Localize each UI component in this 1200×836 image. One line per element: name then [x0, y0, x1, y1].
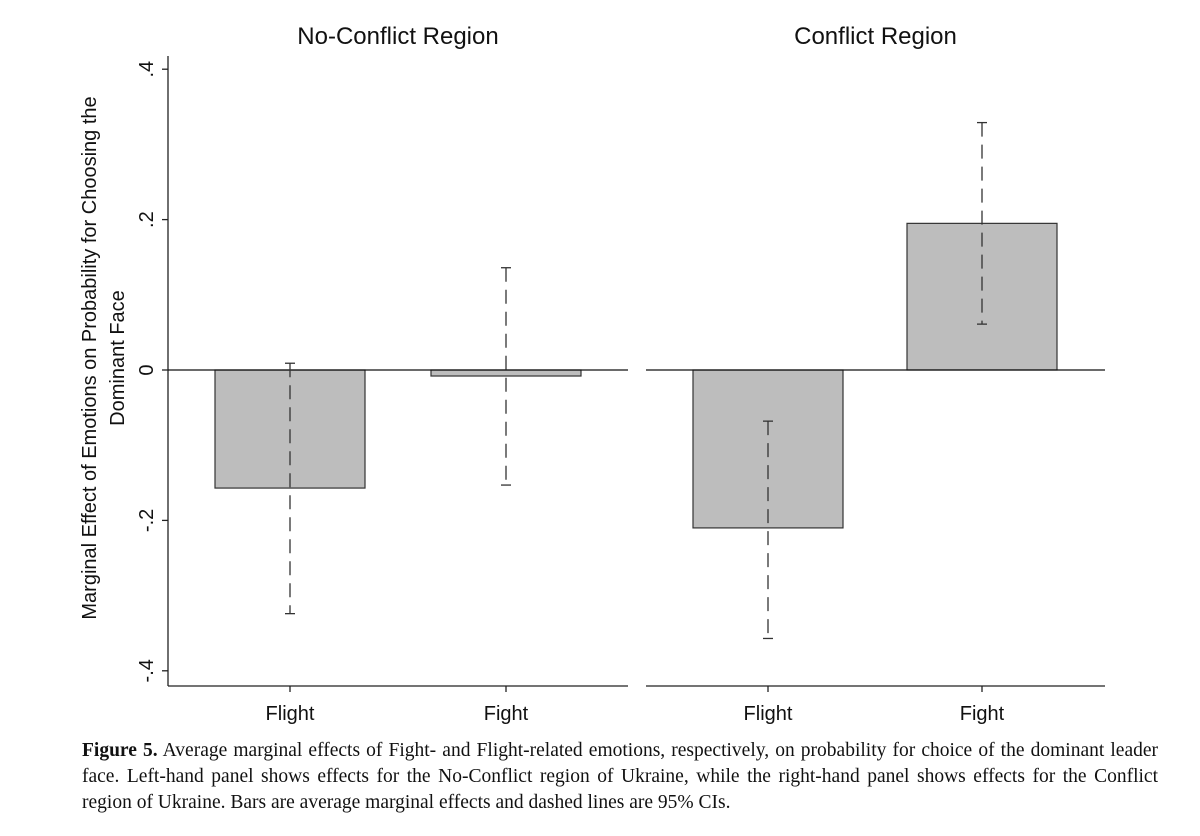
y-tick-label: .4 [136, 61, 158, 78]
y-tick-label: 0 [136, 364, 158, 375]
figure-caption: Figure 5. Average marginal effects of Fi… [82, 738, 1158, 816]
y-tick-label: .2 [136, 211, 158, 228]
bar-chart: Marginal Effect of Emotions on Probabili… [79, 23, 1105, 725]
bar [906, 222, 1058, 371]
x-tick-label: Fight [484, 703, 529, 725]
y-tick-label: -.4 [136, 659, 158, 682]
caption-text: Average marginal effects of Fight- and F… [82, 740, 1158, 813]
x-tick-label: Flight [744, 703, 793, 725]
x-tick-label: Flight [266, 703, 315, 725]
x-tick-label: Fight [960, 703, 1005, 725]
bar [430, 369, 582, 377]
panel-title: No-Conflict Region [297, 23, 498, 50]
caption-label: Figure 5. [82, 740, 158, 761]
plot-area: .4 .2 0 -.2 -.4 No-Conflict Region Flight Fight… [136, 23, 1105, 725]
panel-title: Conflict Region [794, 23, 957, 50]
y-tick-label: -.2 [136, 509, 158, 532]
y-axis-label: Marginal Effect of Emotions on Probabili… [79, 96, 129, 619]
y-axis-label-line-2: Dominant Face [107, 290, 129, 426]
y-axis-label-line-1: Marginal Effect of Emotions on Probabili… [79, 96, 101, 619]
